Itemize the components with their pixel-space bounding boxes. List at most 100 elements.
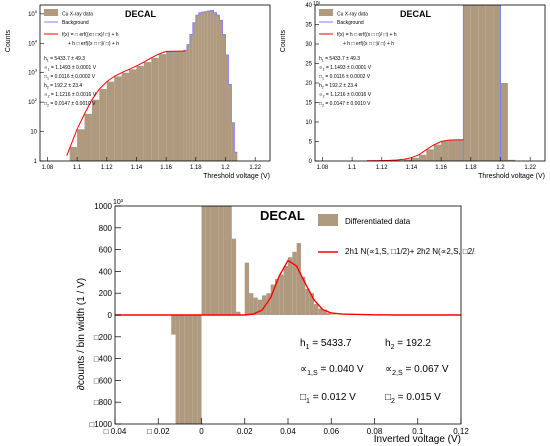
x-tick-label: 1.08 xyxy=(317,165,329,171)
x-tick-label: 1.1 xyxy=(73,165,82,171)
y-tick-label: 25 xyxy=(305,62,312,68)
legend-label-data: Cu X-ray data xyxy=(337,12,368,18)
histogram-bin xyxy=(448,139,456,161)
chart-title: DECAL xyxy=(400,9,432,19)
histogram-bar xyxy=(292,251,297,315)
y-multiplier: 10³ xyxy=(313,1,321,7)
histogram-bin xyxy=(183,50,187,161)
y-tick-label: 104 xyxy=(28,38,38,47)
histogram-bar xyxy=(275,279,280,315)
axes: 1.08 1.1 1.12 1.14 1.16 1.18 1.2 1.22 105 104 103 1… xyxy=(28,9,262,171)
y-tick-label: 30 xyxy=(305,42,312,48)
chart-title: DECAL xyxy=(260,208,305,223)
legend-swatch-data xyxy=(44,9,58,16)
x-axis-label: Threshold voltage (V) xyxy=(203,173,270,180)
histogram-bar xyxy=(171,315,176,335)
histogram-bin xyxy=(192,22,196,162)
x-tick-label: 1.18 xyxy=(465,165,477,171)
y-tick-label: 10 xyxy=(305,120,312,126)
fit-result: □1 = 0.012 V xyxy=(300,392,356,405)
fit-results: h1 = 5433.7 h2 = 192.2∝1,S = 0.040 V ∝2,S … xyxy=(300,338,449,405)
histogram-bin xyxy=(463,5,471,161)
histogram-bar xyxy=(205,206,211,315)
fit-parameter: ∝1 = 1.1493 ± 0.0001 V xyxy=(44,65,97,72)
histogram-bin xyxy=(114,76,122,161)
histogram-bin xyxy=(213,12,217,161)
fit-parameter: h2 = 192.2 ± 23.4 xyxy=(44,83,82,90)
histogram-bin xyxy=(136,65,144,161)
histogram-bin xyxy=(204,11,208,161)
y-tick-label: 800 xyxy=(99,224,113,233)
histogram-bin xyxy=(195,15,199,161)
histogram-bin xyxy=(228,84,232,161)
y-tick-label: □200 xyxy=(94,333,113,342)
histogram-bin xyxy=(411,157,419,161)
fit-parameter: h2 = 192.2 ± 23.4 xyxy=(319,83,357,90)
histogram-bar xyxy=(309,293,314,315)
threshold-scan-linear-chart: 1.08 1.1 1.12 1.14 1.16 1.18 1.2 1.22 0 5 10 15 20 25… xyxy=(275,0,550,182)
y-tick-label: 5 xyxy=(309,140,313,146)
x-tick-label: 1.2 xyxy=(221,165,230,171)
fit-result: h2 = 192.2 xyxy=(385,338,431,351)
histogram-bar xyxy=(210,206,215,315)
data-marks xyxy=(115,206,461,424)
histogram-bin xyxy=(201,12,205,161)
histogram-bar xyxy=(279,274,284,315)
histogram-bin xyxy=(106,81,115,161)
differentiated-spectrum-chart: □ 0.04 □ 0.02 0 0.02 0.04 0.06 0.08 0.1 0.12 1000… xyxy=(75,196,475,446)
histogram-bin xyxy=(210,10,214,162)
histogram-bin xyxy=(121,72,130,161)
histogram-bar xyxy=(300,276,306,315)
histogram-bin xyxy=(500,83,508,161)
histogram-bar xyxy=(223,206,228,315)
fit-result: □2 = 0.015 V xyxy=(385,392,441,405)
histogram-bin xyxy=(222,34,226,162)
y-axis-label: Counts xyxy=(5,30,12,53)
y-tick-label: 10 xyxy=(30,130,37,136)
histogram-bar xyxy=(197,315,202,424)
x-tick-label: 1.12 xyxy=(101,165,113,171)
fit-parameter: ∝1 = 1.1493 ± 0.0001 V xyxy=(319,65,372,72)
fit-parameters: h1 = 5433.7 ± 49.3 ∝1 = 1.1493 ± 0.0001 V… xyxy=(44,56,97,108)
y-tick-label: 400 xyxy=(99,267,113,276)
fit-curve xyxy=(115,259,461,316)
histogram-bar xyxy=(244,262,250,315)
x-tick-label: 0.02 xyxy=(237,427,253,436)
fit-result: h1 = 5433.7 xyxy=(300,338,352,351)
fit-parameter: □2 = 0.0147 ± 0.0010 V xyxy=(319,101,371,108)
histogram-bin xyxy=(485,5,494,161)
y-multiplier: 10³ xyxy=(113,199,124,206)
histogram-bin xyxy=(77,129,85,161)
fit-parameter: h1 = 5433.7 ± 49.3 xyxy=(44,56,85,63)
x-tick-label: 1.22 xyxy=(524,165,536,171)
legend-label-data: Cu X-ray data xyxy=(62,12,93,18)
histogram-bin xyxy=(404,159,412,161)
histogram-bin xyxy=(418,154,427,161)
histogram-bin xyxy=(231,122,235,161)
y-tick-label: □400 xyxy=(94,355,113,364)
legend-label-fit: f(x) = h □ erf((x □ □)/ □) + h xyxy=(337,32,397,38)
background-line xyxy=(180,10,238,153)
legend-label-background: Background xyxy=(62,20,89,26)
legend-label-fit: 2h1 N(∝1,S, □1/2)+ 2h2 N(∝2,S, □2/2) xyxy=(345,247,475,256)
y-tick-label: □800 xyxy=(94,398,113,407)
histogram-bin xyxy=(189,34,193,162)
x-tick-label: 0.06 xyxy=(323,427,339,436)
y-tick-label: 15 xyxy=(305,101,312,107)
y-axis-label: ∂counts / bin width (1 / V) xyxy=(76,278,87,390)
histogram-bin xyxy=(151,57,159,161)
histogram-bar xyxy=(318,308,323,315)
histogram-bar xyxy=(184,315,189,424)
fit-parameter: □1 = 0.0116 ± 0.0002 V xyxy=(319,74,371,81)
axes: 1.08 1.1 1.12 1.14 1.16 1.18 1.2 1.22 0 5 10 15 20 25… xyxy=(305,3,536,171)
histogram-bin xyxy=(441,141,449,161)
frame xyxy=(75,196,475,446)
legend-swatch-data xyxy=(319,9,333,16)
histogram-bar xyxy=(331,314,336,315)
y-tick-label: □1000 xyxy=(89,420,112,429)
histogram-bin xyxy=(69,146,78,161)
y-tick-label: 1000 xyxy=(94,202,112,211)
histogram-bar xyxy=(227,206,232,315)
histogram-bin xyxy=(225,54,229,161)
legend: Cu X-ray data Background f(x) = □ erf((x… xyxy=(44,9,119,47)
